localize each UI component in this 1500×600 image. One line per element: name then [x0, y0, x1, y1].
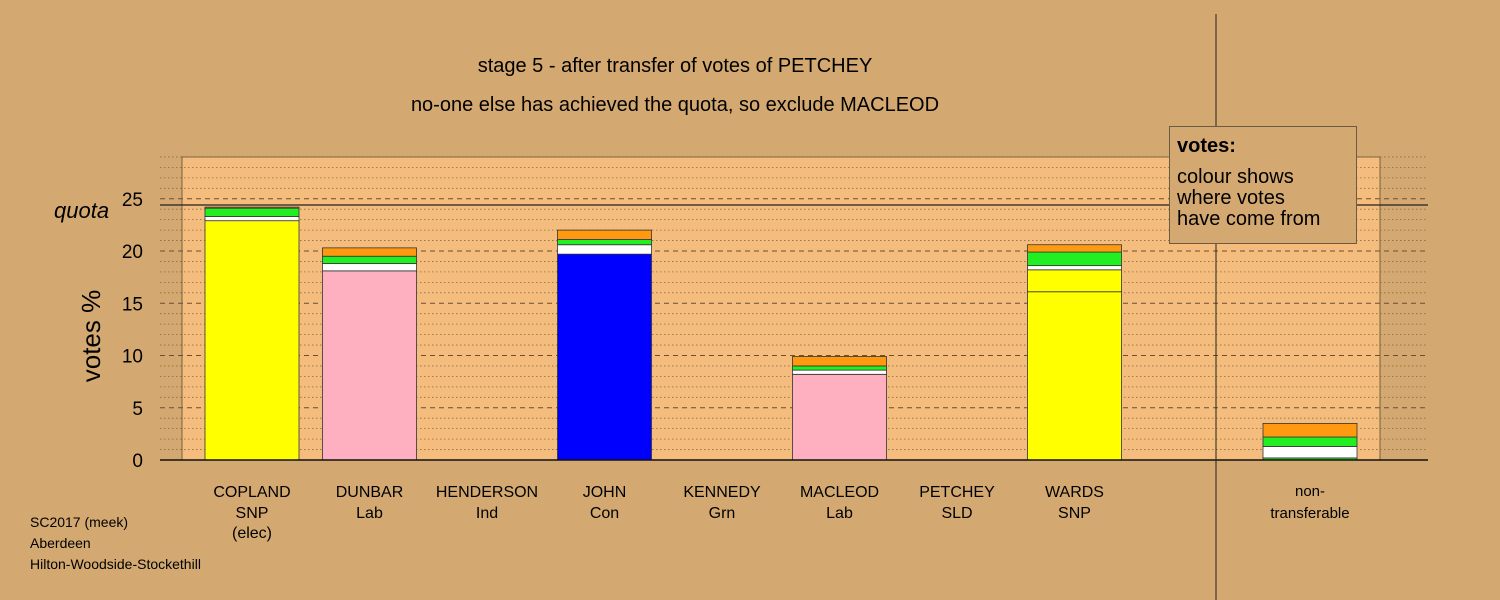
bar-segment: [204, 216, 300, 222]
bar-segment: [557, 229, 652, 240]
candidate-party-label: Grn: [709, 505, 736, 522]
candidate-name-label: KENNEDY: [683, 484, 761, 501]
chart-text: stage 5 - after transfer of votes of PET…: [54, 55, 939, 382]
candidate-party-label: SNP: [1058, 505, 1091, 522]
candidate-party-label: SLD: [941, 505, 972, 522]
candidate-name-label: MACLEOD: [800, 484, 879, 501]
bar-segment: [557, 253, 652, 461]
chart-subtitle: no-one else has achieved the quota, so e…: [411, 94, 939, 116]
bar-segment: [322, 247, 417, 257]
bar-segment: [1027, 265, 1122, 271]
y-tick-label: 20: [122, 242, 143, 263]
legend-line: have come from: [1177, 208, 1321, 230]
y-tick-label: 25: [122, 190, 143, 211]
bar-segment: [792, 369, 887, 375]
y-tick-label: 15: [122, 294, 143, 315]
candidate-party-label: SNP: [236, 505, 269, 522]
bar-segment: [1027, 251, 1122, 267]
candidate-name-label: WARDS: [1045, 484, 1104, 501]
footer-line: Aberdeen: [30, 535, 91, 551]
bar-segment: [1027, 269, 1122, 293]
y-axis-label: votes %: [76, 290, 106, 383]
footer-line: Hilton-Woodside-Stockethill: [30, 556, 201, 572]
bar-segment: [557, 244, 652, 255]
legend-line: colour shows: [1177, 166, 1294, 188]
legend-title: votes:: [1177, 135, 1236, 157]
candidate-party-label: Lab: [356, 505, 383, 522]
candidate-name-label: DUNBAR: [336, 484, 404, 501]
candidate-party-label: Ind: [476, 505, 498, 522]
bars: [204, 206, 1358, 461]
legend-line: where votes: [1177, 187, 1285, 209]
non-transferable-label: non-: [1295, 483, 1325, 500]
axes: 0 5 10 15 20 25: [122, 14, 1428, 600]
bar-segment: [204, 207, 300, 217]
y-tick-label: 5: [132, 399, 143, 420]
legend-box: votes: colour shows where votes have com…: [1169, 126, 1357, 244]
candidate-name-label: JOHN: [583, 484, 627, 501]
candidate-party-label: Con: [590, 505, 619, 522]
bar-segment: [792, 373, 887, 461]
bar-segment: [204, 220, 300, 461]
x-labels: COPLAND SNP (elec) DUNBAR Lab HENDERSON Ind JOH…: [213, 483, 1349, 542]
bar-segment: [322, 263, 417, 272]
y-tick-label: 0: [132, 451, 143, 472]
bar-segment: [1027, 244, 1122, 253]
non-transferable-segment: [1262, 446, 1358, 459]
bar-segment: [204, 206, 300, 209]
candidate-note-label: (elec): [232, 525, 272, 542]
quota-label: quota: [54, 198, 109, 223]
bar-segment: [1027, 291, 1122, 461]
footer: SC2017 (meek) Aberdeen Hilton-Woodside-S…: [30, 512, 201, 575]
bar-segment: [792, 365, 887, 371]
y-tick-label: 10: [122, 347, 143, 368]
bar-segment: [792, 356, 887, 367]
candidate-name-label: PETCHEY: [919, 484, 995, 501]
bar-segment: [322, 270, 417, 461]
candidate-party-label: Lab: [826, 505, 853, 522]
chart-title: stage 5 - after transfer of votes of PET…: [478, 55, 873, 77]
footer-line: SC2017 (meek): [30, 514, 129, 530]
candidate-name-label: HENDERSON: [436, 484, 538, 501]
non-transferable-segment: [1262, 436, 1358, 447]
bar-segment: [322, 255, 417, 264]
candidate-name-label: COPLAND: [213, 484, 290, 501]
bar-segment: [557, 239, 652, 246]
non-transferable-label: transferable: [1270, 505, 1349, 522]
non-transferable-segment: [1262, 423, 1358, 438]
